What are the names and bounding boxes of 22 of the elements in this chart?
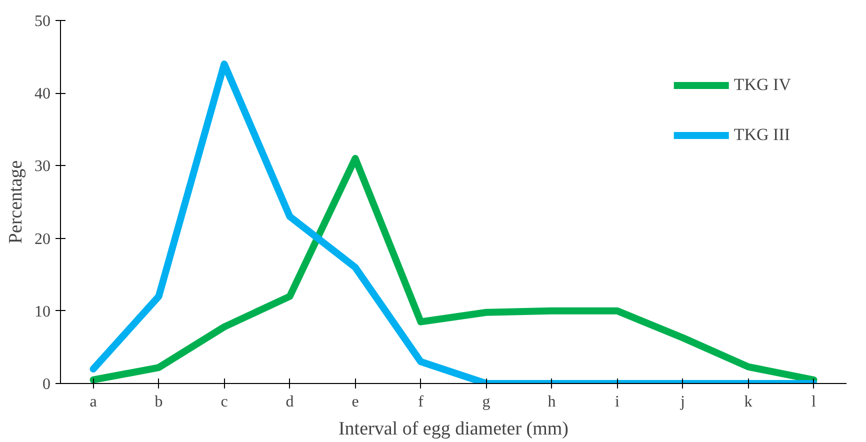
legend-label: TKG III: [734, 125, 790, 145]
x-tick-label: e: [352, 394, 359, 410]
x-tick-label: h: [548, 394, 556, 410]
y-tick-label: 10: [34, 303, 50, 320]
x-tick-label: a: [90, 394, 97, 410]
x-tick-label: f: [418, 394, 424, 410]
y-tick-label: 40: [34, 86, 50, 103]
y-axis-title: Percentage: [6, 160, 26, 244]
y-tick-label: 30: [34, 158, 50, 176]
y-tick-label: 20: [34, 230, 50, 248]
x-tick-label: d: [286, 394, 294, 410]
legend-label: TKG IV: [734, 75, 791, 95]
x-axis-title: Interval of egg diameter (mm): [338, 418, 569, 440]
x-tick-label: b: [154, 394, 163, 410]
y-tick-label: 0: [42, 376, 50, 393]
x-tick-label: l: [812, 394, 817, 410]
x-tick-label: i: [615, 394, 620, 410]
x-tick-label: j: [680, 394, 685, 410]
y-tick-label: 50: [34, 13, 50, 30]
x-tick-label: g: [482, 394, 490, 410]
x-tick-label: k: [744, 394, 752, 410]
x-tick-label: c: [220, 394, 228, 410]
